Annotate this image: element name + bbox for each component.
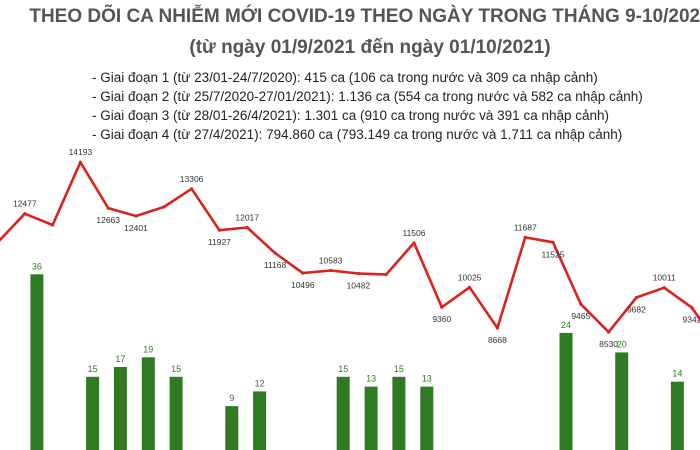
bar <box>336 376 350 450</box>
line-data-label: 10025 <box>458 272 482 282</box>
bar <box>113 367 127 450</box>
line-point <box>329 268 333 273</box>
line-data-label: 9360 <box>432 314 451 324</box>
line-point <box>384 272 388 277</box>
line-point <box>551 240 555 244</box>
line-data-label: 12017 <box>235 213 259 223</box>
line-point <box>106 206 110 210</box>
line-point <box>634 295 639 300</box>
bar-data-label: 15 <box>394 364 404 374</box>
line-data-label: 11927 <box>208 237 231 247</box>
bar <box>225 406 239 450</box>
bar <box>559 332 573 450</box>
bar-data-label: 14 <box>672 369 682 379</box>
line-point <box>356 271 360 276</box>
line-point <box>662 286 666 290</box>
line-data-label: 12477 <box>13 199 37 209</box>
line-point <box>301 271 305 275</box>
bar-data-label: 13 <box>366 374 376 384</box>
bar <box>420 386 434 450</box>
line-data-label: 12663 <box>96 215 120 225</box>
bar <box>670 381 684 450</box>
line-data-label: 10011 <box>653 273 676 283</box>
line-data-label: 11687 <box>514 222 537 232</box>
line-point <box>78 160 82 164</box>
phase-note-4: - Giai đoạn 4 (từ 27/4/2021): 794.860 ca… <box>92 127 623 142</box>
line-point <box>23 212 27 216</box>
line-data-label: 9465 <box>571 311 590 321</box>
bar-data-label: 20 <box>617 339 627 349</box>
line-point <box>468 285 472 289</box>
phase-note-1: - Giai đoạn 1 (từ 23/01-24/7/2020): 415 … <box>92 70 598 85</box>
bar-data-label: 24 <box>561 320 571 330</box>
bar-data-label: 19 <box>143 344 153 354</box>
bar-data-label: 15 <box>171 364 181 374</box>
line-data-label: 10482 <box>347 281 371 291</box>
line-point <box>190 187 194 191</box>
line-point <box>690 306 694 310</box>
bar-series: 36 15 17 19 15 9 12 15 13 15 13 24 20 14 <box>30 261 684 450</box>
bar-data-label: 15 <box>338 364 348 374</box>
line-data-label: 11525 <box>541 249 564 259</box>
phase-notes: - Giai đoạn 1 (từ 23/01-24/7/2020): 415 … <box>92 68 643 144</box>
line-point <box>495 326 499 330</box>
bar <box>615 352 629 450</box>
line-data-label: 8668 <box>488 335 507 345</box>
line-data-label: 11168 <box>264 260 287 270</box>
line-point <box>162 205 166 209</box>
bar-data-label: 36 <box>32 261 42 271</box>
phase-note-3: - Giai đoạn 3 (từ 28/01-26/4/2021): 1.30… <box>92 108 610 123</box>
line-data-label: 14193 <box>69 147 93 157</box>
bar-data-label: 15 <box>88 364 98 374</box>
line-point <box>523 235 527 239</box>
bar-data-label: 13 <box>422 374 432 384</box>
chart-title: THEO DÕI CA NHIỄM MỚI COVID-19 THEO NGÀY… <box>29 6 700 27</box>
bar-data-label: 9 <box>229 393 234 403</box>
line-data-label: 9682 <box>627 305 646 315</box>
line-data-label: 9342 <box>683 315 700 325</box>
line-path <box>0 160 700 334</box>
line-point <box>607 330 611 334</box>
line-point <box>440 305 444 309</box>
line-point <box>245 225 249 230</box>
bar <box>253 391 267 450</box>
bar-data-label: 17 <box>115 354 125 364</box>
line-point <box>412 241 416 245</box>
line-data-label: 8530 <box>599 339 618 349</box>
line-point <box>217 228 221 232</box>
line-point <box>51 223 55 227</box>
line-data-label: 13306 <box>180 174 204 184</box>
line-data-label: 11506 <box>402 228 425 238</box>
bar <box>141 357 155 450</box>
chart-subtitle: (từ ngày 01/9/2021 đến ngày 01/10/2021) <box>189 37 551 58</box>
line-point <box>273 251 277 255</box>
bar <box>169 376 183 450</box>
line-series: 12477 14193 12663 12401 13306 11927 12017 11168… <box>0 147 700 349</box>
bar <box>392 376 406 450</box>
bar <box>30 274 44 450</box>
line-data-label: 10496 <box>291 280 315 290</box>
line-point <box>579 302 583 306</box>
bar-data-label: 12 <box>255 378 265 388</box>
bar <box>364 386 378 450</box>
line-data-label: 12401 <box>124 223 148 233</box>
phase-note-2: - Giai đoạn 2 (từ 25/7/2020-27/01/2021):… <box>92 89 643 104</box>
bar <box>86 376 100 450</box>
line-data-label: 10583 <box>319 256 343 266</box>
line-point <box>134 214 138 218</box>
